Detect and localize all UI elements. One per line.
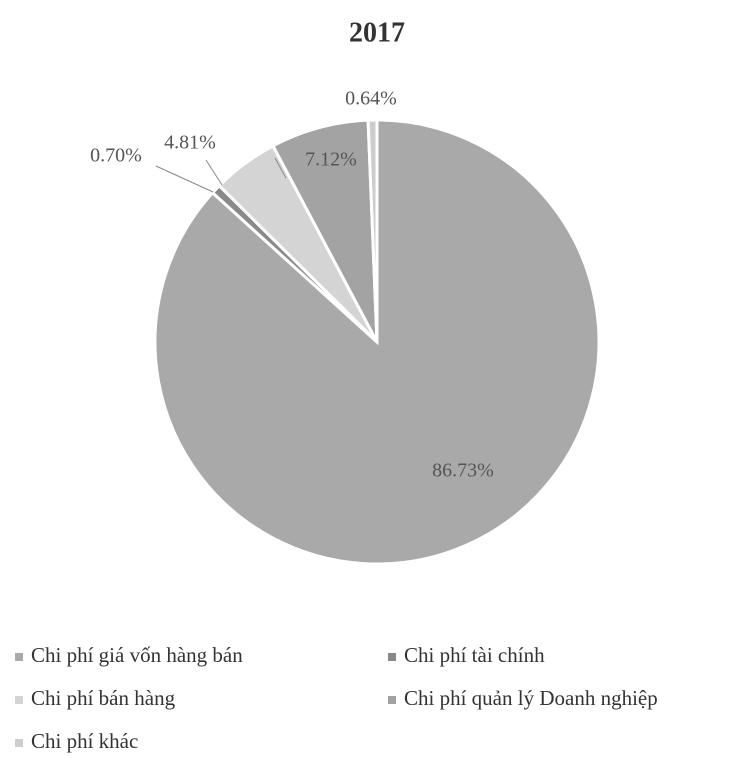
legend-label: Chi phí bán hàng	[31, 686, 176, 710]
data-label: 4.81%	[164, 132, 216, 154]
data-label: 7.12%	[305, 149, 357, 171]
legend-marker	[388, 653, 396, 661]
legend-label: Chi phí tài chính	[404, 643, 545, 667]
legend-marker	[15, 696, 23, 704]
legend-marker	[15, 653, 23, 661]
legend-marker	[15, 739, 23, 747]
legend-marker	[388, 696, 396, 704]
legend-label: Chi phí giá vốn hàng bán	[31, 643, 243, 667]
data-label: 0.64%	[345, 88, 397, 110]
leader-line	[205, 159, 223, 186]
legend-label: Chi phí khác	[31, 729, 138, 753]
chart-title: 2017	[349, 17, 405, 48]
pie	[153, 118, 601, 566]
leader-line	[274, 157, 287, 179]
pie-slice	[366, 118, 379, 343]
leader-line	[155, 165, 214, 193]
data-label: 0.70%	[90, 145, 142, 167]
data-label: 86.73%	[432, 460, 494, 482]
legend-label: Chi phí quản lý Doanh nghiệp	[404, 686, 658, 710]
